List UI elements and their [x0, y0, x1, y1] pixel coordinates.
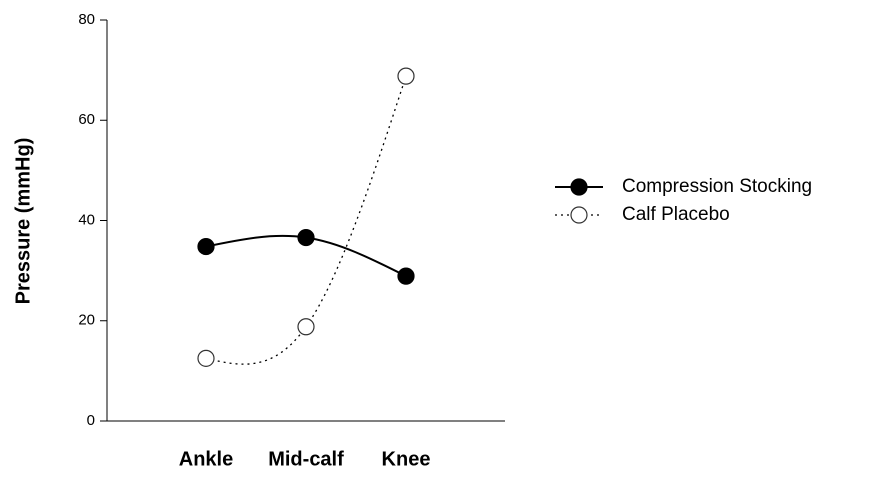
marker — [397, 267, 415, 285]
marker — [297, 318, 315, 336]
y-tick-label: 20 — [78, 312, 95, 329]
x-tick-label: Mid-calf — [268, 448, 344, 470]
series-line — [205, 75, 407, 365]
y-tick-label: 40 — [78, 211, 95, 228]
y-tick-label: 60 — [78, 111, 95, 128]
legend-label: Calf Placebo — [622, 204, 730, 225]
x-tick-label: Knee — [382, 448, 431, 470]
legend-marker — [570, 206, 588, 224]
y-tick-label: 0 — [87, 412, 95, 429]
marker — [197, 237, 215, 256]
legend-marker — [570, 178, 588, 196]
marker — [397, 67, 415, 85]
y-tick-label: 80 — [78, 11, 95, 28]
x-tick-label: Ankle — [179, 448, 233, 470]
legend-label: Compression Stocking — [622, 176, 812, 197]
y-axis-label: Pressure (mmHg) — [12, 138, 34, 305]
marker — [297, 228, 315, 247]
marker — [197, 349, 215, 367]
